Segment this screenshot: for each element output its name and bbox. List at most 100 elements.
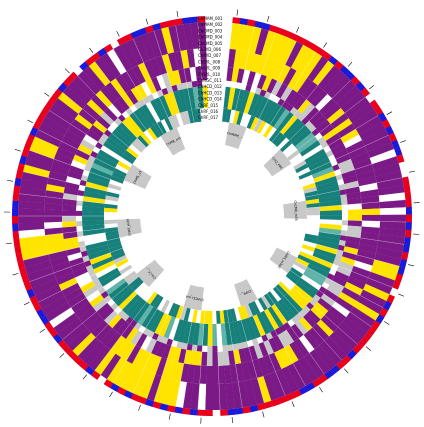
heatmap-cell <box>193 365 202 384</box>
cell-separator <box>283 278 358 345</box>
heatmap-cell <box>140 286 152 300</box>
heatmap-cell <box>339 234 347 242</box>
heatmap-cell <box>108 103 122 118</box>
heatmap-cell <box>77 276 93 288</box>
heatmap-cell <box>88 345 111 371</box>
heatmap-cell <box>68 71 78 82</box>
heatmap-cell <box>315 47 326 57</box>
heatmap-cell <box>119 157 133 168</box>
heatmap-cell <box>141 306 158 328</box>
heatmap-cell <box>237 306 246 321</box>
heatmap-cell <box>319 98 337 116</box>
heatmap-cell <box>316 185 340 195</box>
heatmap-cell <box>272 335 285 351</box>
heatmap-cell <box>235 82 242 90</box>
heatmap-cell <box>19 267 28 277</box>
heatmap-cell <box>379 199 406 209</box>
sample-tick <box>145 18 149 25</box>
heatmap-cell <box>97 267 120 283</box>
heatmap-cell <box>338 239 346 247</box>
gap-row-label: ChRGC_011 <box>198 78 222 83</box>
heatmap-cell <box>121 93 135 108</box>
heatmap-cell <box>273 35 290 63</box>
heatmap-cell <box>114 117 123 126</box>
cell-separator <box>197 22 206 122</box>
sample-tick <box>39 329 45 333</box>
heatmap-cell <box>123 389 134 399</box>
gap-row-label: ChHCD_012 <box>198 84 222 89</box>
heatmap-cell <box>104 310 118 325</box>
heatmap-cell <box>70 159 86 170</box>
heatmap-cell <box>282 143 295 155</box>
heatmap-cell <box>44 227 63 236</box>
heatmap-cell <box>110 121 119 130</box>
heatmap-cell <box>298 317 313 332</box>
heatmap-cell <box>300 247 314 256</box>
sample-tick <box>236 9 239 16</box>
heatmap-cell <box>296 35 307 45</box>
heatmap-cell <box>104 223 118 229</box>
heatmap-cell <box>371 156 399 171</box>
heatmap-cell <box>261 30 276 58</box>
heatmap-cell <box>121 324 134 339</box>
heatmap-cell <box>297 99 311 114</box>
heatmap-cell <box>67 81 92 105</box>
heatmap-cell <box>313 301 329 316</box>
heatmap-cell <box>149 293 161 307</box>
heatmap-cell <box>118 290 138 310</box>
heatmap-cell <box>190 22 200 50</box>
heatmap-cell <box>233 349 242 365</box>
heatmap-cell <box>146 127 158 141</box>
heatmap-cell <box>273 350 288 370</box>
heatmap-cell <box>299 174 314 184</box>
heatmap-cell <box>197 409 206 416</box>
heatmap-cell <box>347 209 362 216</box>
heatmap-cell <box>314 132 323 141</box>
heatmap-cell <box>256 402 266 411</box>
heatmap-cell <box>51 158 71 171</box>
heatmap-cell <box>11 208 19 216</box>
heatmap-cell <box>309 43 320 53</box>
heatmap-cell <box>105 331 122 350</box>
heatmap-cell <box>225 382 235 410</box>
heatmap-cell <box>125 327 139 343</box>
heatmap-cell <box>306 215 321 220</box>
heatmap-cell <box>65 176 81 185</box>
heatmap-cell <box>167 52 179 72</box>
heatmap-cell <box>264 400 274 409</box>
heatmap-cell <box>76 220 83 227</box>
heatmap-cell <box>100 145 122 161</box>
heatmap-cell <box>64 181 80 191</box>
heatmap-cell <box>113 45 133 72</box>
heatmap-cell <box>97 286 106 295</box>
heatmap-cell <box>389 287 398 297</box>
heatmap-cell <box>254 20 264 29</box>
heatmap-cell <box>77 189 85 197</box>
heatmap-cell <box>24 260 52 275</box>
heatmap-cell <box>67 327 92 351</box>
heatmap-cell <box>319 200 342 208</box>
heatmap-cell <box>277 98 285 107</box>
heatmap-cell <box>112 317 126 332</box>
heatmap-cell <box>243 91 255 115</box>
heatmap-cell <box>289 341 304 361</box>
heatmap-cell <box>121 153 135 165</box>
cell-separator <box>19 226 118 239</box>
gap-row-label: ChSYL_010 <box>198 72 221 77</box>
heatmap-cell <box>345 186 361 195</box>
heatmap-cell <box>231 88 241 111</box>
heatmap-cell <box>222 345 229 352</box>
heatmap-cell <box>72 75 96 100</box>
heatmap-cell <box>201 66 208 81</box>
heatmap-cell <box>337 178 345 186</box>
heatmap-cell <box>41 296 68 316</box>
cell-separator <box>132 38 174 130</box>
heatmap-cell <box>193 48 202 67</box>
heatmap-cell <box>271 132 284 145</box>
heatmap-cell <box>373 105 384 116</box>
heatmap-cell <box>356 170 376 181</box>
heatmap-cell <box>64 287 84 303</box>
heatmap-cell <box>405 206 412 215</box>
heatmap-cell <box>274 301 292 323</box>
heatmap-cell <box>302 305 311 314</box>
